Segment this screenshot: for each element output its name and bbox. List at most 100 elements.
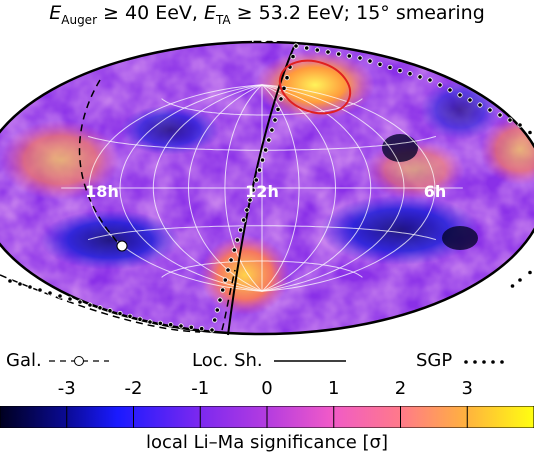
colorbar [0,406,534,428]
sgp-dot [250,187,256,193]
sgp-dot [507,117,513,123]
sgp-dot [137,316,143,322]
sgp-dot [509,283,516,289]
legend-loc-sh-symbol [274,360,347,362]
sgp-dot [209,327,215,333]
sky-boundary [0,40,534,336]
legend-sgp-symbol [464,360,504,364]
title-ta-sub: TA [216,12,231,27]
sgp-dot [346,53,352,59]
ra-label-6h: 6h [424,182,447,201]
sgp-dot [228,257,234,263]
sgp-dot [262,147,269,153]
chart-title: EAuger ≥ 40 EeV, ETA ≥ 53.2 EeV; 15° sme… [0,2,534,27]
galactic-center-marker [116,240,128,252]
sgp-dot [397,68,403,74]
colorbar-tickmarks [66,406,468,428]
sgp-dot [259,157,266,163]
sgp-dot [147,319,153,325]
title-ta-threshold: ≥ 53.2 EeV; 15° smearing [230,2,485,24]
sgp-dot [467,97,473,103]
sgp-dot [487,107,493,113]
grid-parallel [161,260,363,278]
sgp-dot [212,317,218,323]
legend-gal-symbol [49,356,110,366]
sgp-dot [97,305,103,311]
sgp-dot [417,74,423,80]
sgp-dot [234,237,240,243]
sgp-dot [57,293,63,299]
dec-label-north: +90° [246,27,288,46]
sgp-dot [157,320,163,326]
galactic-plane-line [0,79,236,333]
grid-parallel [87,225,437,241]
sgp-dot [168,322,174,328]
sgp-dot [377,61,383,67]
colorbar-tick-label: 1 [328,378,340,399]
sgp-dot [256,167,262,173]
sgp-dot [278,96,284,102]
colorbar-label: local Li–Ma significance [σ] [145,432,388,453]
sgp-dot [387,64,393,71]
sgp-dot [517,277,523,283]
sgp-dot [222,277,228,283]
sgp-dot [272,117,278,123]
sgp-dot [367,58,373,64]
colorbar-tick-label: 0 [261,378,273,399]
colorbar-tick-label: 2 [394,378,407,399]
legend-sgp-label: SGP [416,350,453,371]
sgp-dot [225,267,231,273]
sgp-dot [527,129,533,136]
sgp-dot [314,47,320,53]
title-auger-threshold: ≥ 40 EeV, [97,2,204,24]
sgp-dot [220,287,226,293]
sgp-dot [304,45,310,51]
colorbar-tick-label: 3 [461,378,473,399]
legend-loc-sh-label: Loc. Sh. [192,350,263,371]
local-sheet-line [227,41,297,336]
sgp-dot [17,281,23,287]
title-e-auger: E [49,2,62,24]
hotspot-circle [278,59,352,115]
sgp-dot [238,227,244,233]
title-e-ta: E [204,2,217,24]
sgp-dot [275,106,281,113]
sgp-dot [336,51,342,57]
sgp-dot [357,55,363,61]
heatmap-field [0,42,534,334]
sgp-dot [214,307,220,313]
sgp-dot [457,92,463,98]
sgp-dot [325,49,331,55]
sgp-dot [447,87,453,93]
sgp-dot [117,310,123,317]
ra-label-18h: 18h [85,182,119,201]
sgp-dot [284,75,290,81]
sgp-dot [37,287,43,293]
sgp-dot [427,77,433,83]
title-auger-sub: Auger [61,12,97,27]
sgp-dot [217,297,223,303]
sgp-dot [527,269,533,276]
sgp-dot [290,53,296,60]
sgp-dot [517,122,523,128]
sgp-dot [477,102,483,108]
ra-label-12h: 12h [245,182,279,201]
supergalactic-plane-dots [7,43,533,333]
sgp-dot [107,308,113,314]
sgp-dot [188,324,194,330]
sgp-dot [497,112,503,118]
sgp-dot [87,302,93,308]
colorbar-tick-label: -2 [124,378,143,399]
grid-parallel [161,98,363,116]
sgp-dot [247,197,253,203]
coordinate-grid [61,84,463,292]
sgp-dot [231,247,237,253]
sgp-dot [269,127,275,133]
sgp-dot [241,217,247,223]
skymap: +90° -90° 18h 12h 6h [0,27,534,336]
sgp-dot [437,82,443,88]
sgp-dot [127,313,133,319]
legend-gal-label: Gal. [6,350,42,371]
legend-sgp: SGP [416,350,508,371]
sgp-dot [47,290,53,296]
